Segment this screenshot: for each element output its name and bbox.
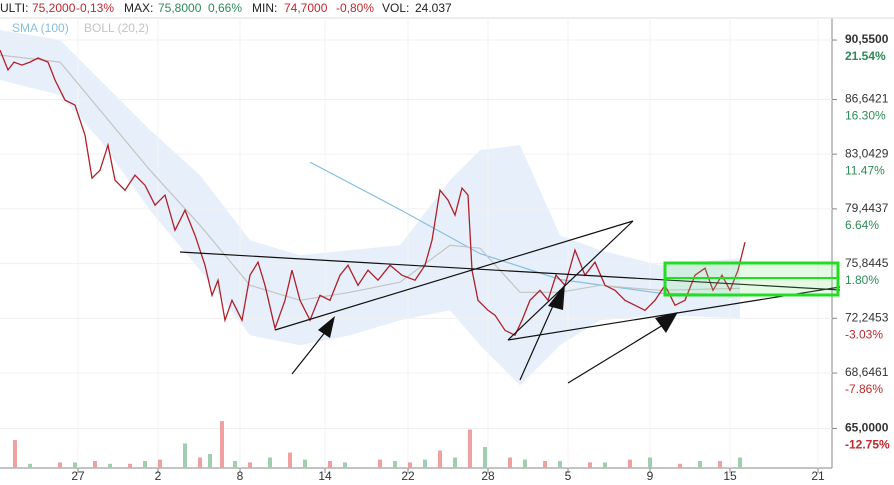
trend-line xyxy=(507,220,634,341)
y-tick-pct: 11.47% xyxy=(845,163,885,177)
arrow-head xyxy=(318,316,335,338)
y-tick-label: 72,2453 xyxy=(845,310,889,324)
volume-bar xyxy=(543,461,547,468)
volume-bar xyxy=(483,447,487,468)
header-item: 75,2000 xyxy=(32,1,76,15)
volume-bar xyxy=(558,461,562,468)
x-tick-label: 15 xyxy=(723,469,737,483)
y-tick-pct: 1.80% xyxy=(845,273,879,287)
volume-bar xyxy=(13,440,17,468)
y-tick-pct: -3.03% xyxy=(845,327,883,341)
volume-bar xyxy=(523,459,527,468)
volume-bar xyxy=(248,462,252,468)
y-tick-label: 90,5500 xyxy=(845,32,889,46)
volume-bar xyxy=(603,462,607,468)
volume-bar xyxy=(678,463,682,468)
x-tick-label: 2 xyxy=(155,469,162,483)
price-line xyxy=(0,49,746,337)
arrow-head xyxy=(548,284,565,310)
y-tick-label: 86,6421 xyxy=(845,92,889,106)
header-item: -0,80% xyxy=(336,1,374,15)
y-tick-label: 75,8445 xyxy=(845,256,889,270)
volume-bar xyxy=(393,461,397,468)
volume-bar xyxy=(198,457,202,468)
header-item: 24.037 xyxy=(415,1,452,15)
volume-bar xyxy=(93,461,97,468)
y-tick-pct: -7.86% xyxy=(845,382,883,396)
volume-bar xyxy=(158,459,162,468)
header-item: MAX: xyxy=(124,1,153,15)
volume-bar xyxy=(268,457,272,468)
volume-bar xyxy=(58,462,62,468)
header-item: ULTI: xyxy=(0,1,28,15)
volume-bar xyxy=(378,459,382,468)
volume-bar xyxy=(438,450,442,468)
volume-bar xyxy=(343,462,347,468)
header-item: 0,66% xyxy=(208,1,242,15)
volume-bar xyxy=(208,454,212,468)
y-tick-label: 83,0429 xyxy=(845,146,889,160)
bollinger-band xyxy=(0,30,740,386)
header-item: 75,8000 xyxy=(158,1,202,15)
volume-bar xyxy=(628,459,632,468)
x-tick-label: 8 xyxy=(237,469,244,483)
plot xyxy=(0,30,740,386)
volume-bar xyxy=(220,421,224,468)
volume-bar xyxy=(468,429,472,468)
x-tick-label: 28 xyxy=(481,469,495,483)
x-tick-label: 14 xyxy=(318,469,332,483)
y-tick-pct: 21.54% xyxy=(845,49,886,63)
x-tick-label: 21 xyxy=(811,469,825,483)
header-item: VOL: xyxy=(382,1,409,15)
arrow-head xyxy=(655,312,678,333)
y-tick-pct: -12.75% xyxy=(845,438,890,452)
volume-bar xyxy=(233,461,237,468)
trend-line xyxy=(274,220,634,331)
volume-bar xyxy=(288,452,292,468)
x-tick-label: 5 xyxy=(565,469,572,483)
y-tick-pct: 16.30% xyxy=(845,109,886,123)
volume-bar xyxy=(408,462,412,468)
y-tick-pct: 6.64% xyxy=(845,218,879,232)
trend-line xyxy=(567,321,669,384)
y-tick-label: 79,4437 xyxy=(845,201,889,215)
volume-bar xyxy=(73,462,77,468)
header-item: 74,7000 xyxy=(284,1,328,15)
trend-line xyxy=(291,325,331,375)
price-line xyxy=(0,54,741,301)
y-tick-label: 65,0000 xyxy=(845,421,889,435)
price-line xyxy=(309,161,741,296)
header-item: -0,13% xyxy=(76,1,114,15)
volume-bar xyxy=(648,457,652,468)
legend-entry: BOLL (20,2) xyxy=(84,21,149,35)
trend-line xyxy=(179,251,841,291)
volume-bar xyxy=(303,459,307,468)
volume-bar xyxy=(718,461,722,468)
x-tick-label: 22 xyxy=(401,469,415,483)
volume-bar xyxy=(28,463,32,468)
x-tick-label: 9 xyxy=(647,469,654,483)
volume-bar xyxy=(453,457,457,468)
x-tick-label: 27 xyxy=(71,469,85,483)
volume-bar xyxy=(143,461,147,468)
volume-bar xyxy=(588,462,592,468)
volume-bar xyxy=(183,443,187,468)
legend-entry: SMA (100) xyxy=(12,21,69,35)
volume-bar xyxy=(508,457,512,468)
volume-bar xyxy=(423,459,427,468)
volume-bar xyxy=(128,463,132,468)
header-item: MIN: xyxy=(252,1,277,15)
y-tick-label: 68,6461 xyxy=(845,365,889,379)
volume-bar xyxy=(698,461,702,468)
volume-bar xyxy=(328,461,332,468)
volume-bar xyxy=(738,457,742,468)
volume-bar xyxy=(108,463,112,468)
